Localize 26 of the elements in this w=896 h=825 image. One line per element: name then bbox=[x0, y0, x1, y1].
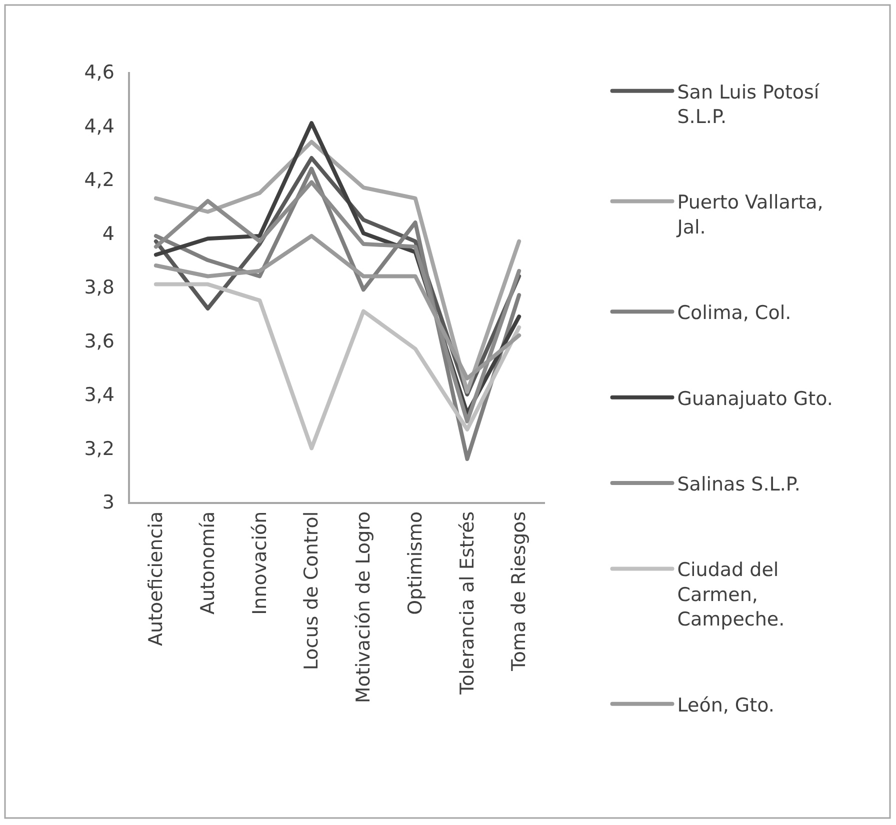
legend-label: Puerto Vallarta, Jal. bbox=[676, 192, 824, 238]
y-tick-label: 4,6 bbox=[84, 62, 114, 84]
legend-label: Salinas S.L.P. bbox=[677, 473, 800, 496]
y-tick-label: 3,6 bbox=[84, 330, 114, 352]
y-tick-label: 3 bbox=[102, 492, 114, 514]
y-tick-label: 3,8 bbox=[84, 276, 114, 299]
line-series bbox=[154, 180, 522, 424]
x-tick-label: Autonomía bbox=[196, 511, 219, 615]
y-tick-label: 3,4 bbox=[84, 384, 114, 406]
x-tick-label: Motivación de Logro bbox=[352, 511, 375, 704]
x-tick-label: Optimismo bbox=[404, 511, 426, 615]
y-tick-label: 4 bbox=[102, 222, 114, 245]
y-tick-label: 3,2 bbox=[84, 438, 114, 460]
y-tick-label: 4,4 bbox=[84, 115, 114, 138]
y-tick-label: 4,2 bbox=[84, 169, 114, 192]
line-series bbox=[154, 282, 522, 450]
legend-label: León, Gto. bbox=[677, 694, 774, 716]
x-tick-label: Locus de Control bbox=[300, 511, 323, 670]
x-tick-label: Tolerancia al Estrés bbox=[456, 511, 478, 696]
legend-label: Guanajuato Gto. bbox=[677, 388, 833, 410]
x-tick-label: Toma de Riesgos bbox=[508, 511, 530, 672]
x-tick-label: Autoeficiencia bbox=[145, 511, 168, 646]
legend-label: Ciudad del Carmen, Campeche. bbox=[677, 559, 785, 631]
x-tick-label: Innovación bbox=[248, 511, 271, 615]
legend-label: San Luis Potosí S.L.P. bbox=[677, 81, 820, 128]
legend-label: Colima, Col. bbox=[677, 302, 792, 324]
